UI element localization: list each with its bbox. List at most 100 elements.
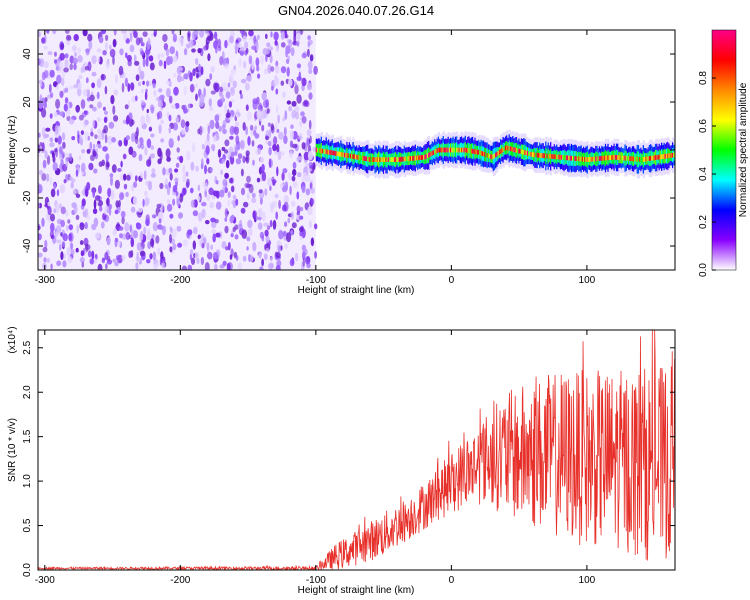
signal-core <box>356 154 359 160</box>
signal-core <box>546 153 549 159</box>
noise-blob <box>69 63 73 71</box>
signal-core <box>428 152 431 158</box>
noise-blob <box>230 185 235 193</box>
noise-blob <box>270 125 275 134</box>
noise-blob <box>172 122 179 131</box>
noise-blob <box>261 92 267 101</box>
signal-core <box>439 147 442 153</box>
signal-core <box>343 152 347 158</box>
noise-blob <box>131 119 135 126</box>
noise-blob <box>77 47 81 54</box>
noise-blob <box>280 183 284 188</box>
signal-core <box>376 157 379 162</box>
signal-core <box>475 149 478 155</box>
noise-blob <box>112 39 117 48</box>
noise-blob <box>211 221 217 229</box>
signal-core <box>651 155 654 161</box>
signal-core <box>424 154 427 160</box>
spectrogram-xtick-label: -100 <box>306 275 326 286</box>
noise-blob <box>41 37 46 44</box>
signal-core <box>644 156 647 162</box>
noise-blob <box>196 257 200 265</box>
noise-blob <box>275 104 279 114</box>
noise-blob <box>115 200 120 208</box>
noise-blob <box>92 119 95 128</box>
noise-blob <box>148 55 154 62</box>
noise-blob <box>71 136 76 141</box>
noise-blob <box>142 80 145 85</box>
signal-core <box>669 153 672 158</box>
noise-blob <box>155 235 160 244</box>
noise-blob <box>56 239 62 244</box>
noise-blob <box>280 66 287 74</box>
noise-blob <box>271 85 274 91</box>
signal-core <box>382 157 386 162</box>
signal-core <box>639 157 642 162</box>
noise-blob <box>76 224 79 234</box>
noise-blob <box>39 142 43 147</box>
noise-blob <box>168 114 172 122</box>
noise-blob <box>176 147 180 153</box>
noise-blob <box>169 56 173 65</box>
spectrogram-xtick-label: -300 <box>35 275 55 286</box>
noise-blob <box>157 247 161 256</box>
snr-y-multiplier: (x10⁴) <box>7 326 18 353</box>
noise-blob <box>63 103 68 112</box>
noise-blob <box>49 69 55 78</box>
noise-blob <box>125 135 130 141</box>
noise-blob <box>265 98 270 109</box>
noise-blob <box>189 39 194 48</box>
noise-blob <box>242 255 247 262</box>
signal-core <box>561 154 564 160</box>
signal-core <box>625 155 628 161</box>
noise-blob <box>178 212 183 219</box>
noise-blob <box>291 109 297 119</box>
signal-core <box>464 147 467 153</box>
noise-blob <box>240 207 246 214</box>
noise-blob <box>168 138 174 148</box>
noise-blob <box>79 240 84 246</box>
noise-blob <box>302 258 306 267</box>
signal-core <box>330 150 333 155</box>
signal-core <box>392 157 395 162</box>
noise-blob <box>68 224 74 231</box>
signal-core <box>596 156 599 162</box>
signal-core <box>653 155 656 161</box>
noise-blob <box>120 160 123 168</box>
noise-blob <box>139 250 146 257</box>
noise-blob <box>127 83 131 92</box>
noise-blob <box>183 48 188 56</box>
noise-blob <box>240 46 245 52</box>
signal-core <box>445 147 448 153</box>
noise-blob <box>171 104 176 109</box>
signal-core <box>604 155 608 161</box>
noise-blob <box>301 142 306 150</box>
noise-blob <box>273 136 278 146</box>
noise-blob <box>309 135 312 144</box>
noise-blob <box>179 155 184 164</box>
noise-blob <box>312 146 317 152</box>
noise-blob <box>59 52 65 61</box>
spectrogram-xtick-label: 100 <box>579 275 596 286</box>
noise-blob <box>213 82 218 91</box>
noise-blob <box>205 78 211 87</box>
noise-blob <box>41 217 45 227</box>
snr-ytick-label: 0.5 <box>22 518 33 532</box>
noise-blob <box>67 102 70 113</box>
noise-blob <box>181 265 188 270</box>
noise-blob <box>227 199 231 207</box>
signal-core <box>552 154 555 159</box>
signal-core <box>437 147 440 153</box>
noise-blob <box>229 35 234 44</box>
noise-blob <box>61 77 65 87</box>
noise-blob <box>195 93 198 101</box>
noise-blob <box>272 181 276 186</box>
noise-blob <box>142 58 146 68</box>
noise-blob <box>104 251 109 261</box>
signal-core <box>520 149 523 154</box>
snr-xtick-label: -200 <box>170 575 190 586</box>
signal-core <box>603 155 606 161</box>
signal-core <box>441 147 444 153</box>
noise-blob <box>221 241 227 249</box>
noise-blob <box>152 222 158 232</box>
